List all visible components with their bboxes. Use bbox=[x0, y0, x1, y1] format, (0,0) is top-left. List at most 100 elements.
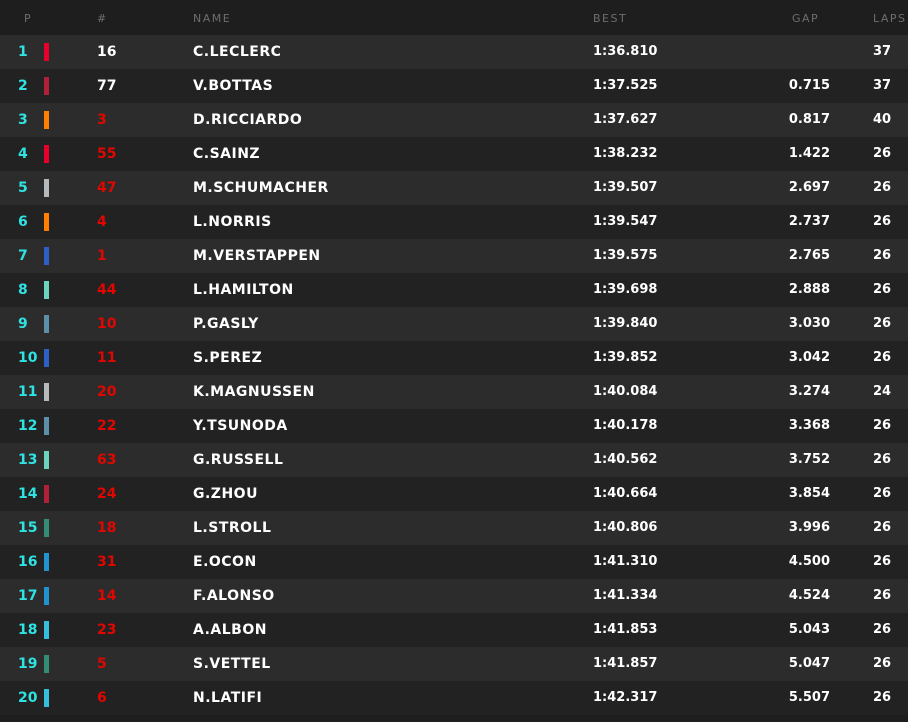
car-number: 55 bbox=[97, 146, 117, 162]
laps: 26 bbox=[873, 418, 892, 433]
table-row[interactable]: 8 44 L.HAMILTON 1:39.698 2.888 26 bbox=[0, 273, 908, 307]
driver-name: N.LATIFI bbox=[193, 690, 263, 706]
position: 15 bbox=[18, 520, 38, 536]
position: 6 bbox=[18, 214, 28, 230]
team-color-bar bbox=[44, 621, 49, 639]
team-color-bar bbox=[44, 519, 49, 537]
driver-name: F.ALONSO bbox=[193, 588, 275, 604]
position: 3 bbox=[18, 112, 28, 128]
best-lap: 1:37.525 bbox=[593, 78, 658, 93]
driver-name: G.RUSSELL bbox=[193, 452, 284, 468]
driver-name: Y.TSUNODA bbox=[193, 418, 288, 434]
gap: 3.274 bbox=[788, 384, 830, 399]
table-row[interactable]: 1 16 C.LECLERC 1:36.810 37 bbox=[0, 35, 908, 69]
table-row[interactable]: 14 24 G.ZHOU 1:40.664 3.854 26 bbox=[0, 477, 908, 511]
driver-name: M.VERSTAPPEN bbox=[193, 248, 321, 264]
table-row[interactable]: 17 14 F.ALONSO 1:41.334 4.524 26 bbox=[0, 579, 908, 613]
gap: 3.996 bbox=[788, 520, 830, 535]
team-color-bar bbox=[44, 179, 49, 197]
car-number: 3 bbox=[97, 112, 107, 128]
gap: 3.854 bbox=[788, 486, 830, 501]
position: 9 bbox=[18, 316, 28, 332]
team-color-bar bbox=[44, 111, 49, 129]
table-row[interactable]: 5 47 M.SCHUMACHER 1:39.507 2.697 26 bbox=[0, 171, 908, 205]
laps: 26 bbox=[873, 520, 892, 535]
best-lap: 1:39.840 bbox=[593, 316, 658, 331]
team-color-bar bbox=[44, 77, 49, 95]
header-best[interactable]: BEST bbox=[593, 12, 628, 25]
car-number: 63 bbox=[97, 452, 117, 468]
table-row[interactable]: 19 5 S.VETTEL 1:41.857 5.047 26 bbox=[0, 647, 908, 681]
header-number[interactable]: # bbox=[97, 12, 108, 25]
laps: 26 bbox=[873, 588, 892, 603]
team-color-bar bbox=[44, 383, 49, 401]
table-row[interactable]: 6 4 L.NORRIS 1:39.547 2.737 26 bbox=[0, 205, 908, 239]
car-number: 23 bbox=[97, 622, 117, 638]
car-number: 6 bbox=[97, 690, 107, 706]
driver-name: V.BOTTAS bbox=[193, 78, 274, 94]
position: 8 bbox=[18, 282, 28, 298]
table-row[interactable]: 16 31 E.OCON 1:41.310 4.500 26 bbox=[0, 545, 908, 579]
gap: 5.507 bbox=[788, 690, 830, 705]
header-position[interactable]: P bbox=[24, 12, 33, 25]
car-number: 77 bbox=[97, 78, 117, 94]
car-number: 47 bbox=[97, 180, 117, 196]
team-color-bar bbox=[44, 315, 49, 333]
best-lap: 1:41.857 bbox=[593, 656, 658, 671]
gap: 3.368 bbox=[788, 418, 830, 433]
table-row[interactable]: 9 10 P.GASLY 1:39.840 3.030 26 bbox=[0, 307, 908, 341]
table-row[interactable]: 20 6 N.LATIFI 1:42.317 5.507 26 bbox=[0, 681, 908, 715]
team-color-bar bbox=[44, 485, 49, 503]
header-gap[interactable]: GAP bbox=[792, 12, 820, 25]
gap: 0.715 bbox=[788, 78, 830, 93]
laps: 37 bbox=[873, 44, 892, 59]
gap: 5.043 bbox=[788, 622, 830, 637]
table-row[interactable]: 11 20 K.MAGNUSSEN 1:40.084 3.274 24 bbox=[0, 375, 908, 409]
table-row[interactable]: 13 63 G.RUSSELL 1:40.562 3.752 26 bbox=[0, 443, 908, 477]
gap: 3.752 bbox=[788, 452, 830, 467]
position: 17 bbox=[18, 588, 38, 604]
best-lap: 1:39.852 bbox=[593, 350, 658, 365]
table-row[interactable]: 2 77 V.BOTTAS 1:37.525 0.715 37 bbox=[0, 69, 908, 103]
position: 13 bbox=[18, 452, 38, 468]
table-row[interactable]: 15 18 L.STROLL 1:40.806 3.996 26 bbox=[0, 511, 908, 545]
team-color-bar bbox=[44, 43, 49, 61]
best-lap: 1:38.232 bbox=[593, 146, 658, 161]
table-header: P # NAME BEST GAP LAPS bbox=[0, 0, 908, 35]
car-number: 14 bbox=[97, 588, 117, 604]
position: 10 bbox=[18, 350, 38, 366]
table-row[interactable]: 7 1 M.VERSTAPPEN 1:39.575 2.765 26 bbox=[0, 239, 908, 273]
table-row[interactable]: 12 22 Y.TSUNODA 1:40.178 3.368 26 bbox=[0, 409, 908, 443]
table-row[interactable]: 18 23 A.ALBON 1:41.853 5.043 26 bbox=[0, 613, 908, 647]
header-laps[interactable]: LAPS bbox=[873, 12, 907, 25]
laps: 26 bbox=[873, 214, 892, 229]
team-color-bar bbox=[44, 145, 49, 163]
table-row[interactable]: 10 11 S.PEREZ 1:39.852 3.042 26 bbox=[0, 341, 908, 375]
driver-name: K.MAGNUSSEN bbox=[193, 384, 315, 400]
driver-name: C.LECLERC bbox=[193, 44, 282, 60]
driver-name: E.OCON bbox=[193, 554, 257, 570]
driver-name: S.VETTEL bbox=[193, 656, 271, 672]
best-lap: 1:39.698 bbox=[593, 282, 658, 297]
car-number: 4 bbox=[97, 214, 107, 230]
gap: 2.697 bbox=[788, 180, 830, 195]
laps: 26 bbox=[873, 554, 892, 569]
best-lap: 1:41.853 bbox=[593, 622, 658, 637]
best-lap: 1:40.084 bbox=[593, 384, 658, 399]
position: 18 bbox=[18, 622, 38, 638]
team-color-bar bbox=[44, 417, 49, 435]
gap: 2.737 bbox=[788, 214, 830, 229]
best-lap: 1:39.507 bbox=[593, 180, 658, 195]
position: 19 bbox=[18, 656, 38, 672]
best-lap: 1:40.178 bbox=[593, 418, 658, 433]
position: 1 bbox=[18, 44, 28, 60]
driver-name: P.GASLY bbox=[193, 316, 259, 332]
team-color-bar bbox=[44, 213, 49, 231]
table-row[interactable]: 4 55 C.SAINZ 1:38.232 1.422 26 bbox=[0, 137, 908, 171]
position: 7 bbox=[18, 248, 28, 264]
position: 14 bbox=[18, 486, 38, 502]
team-color-bar bbox=[44, 655, 49, 673]
header-name[interactable]: NAME bbox=[193, 12, 232, 25]
position: 4 bbox=[18, 146, 28, 162]
table-row[interactable]: 3 3 D.RICCIARDO 1:37.627 0.817 40 bbox=[0, 103, 908, 137]
